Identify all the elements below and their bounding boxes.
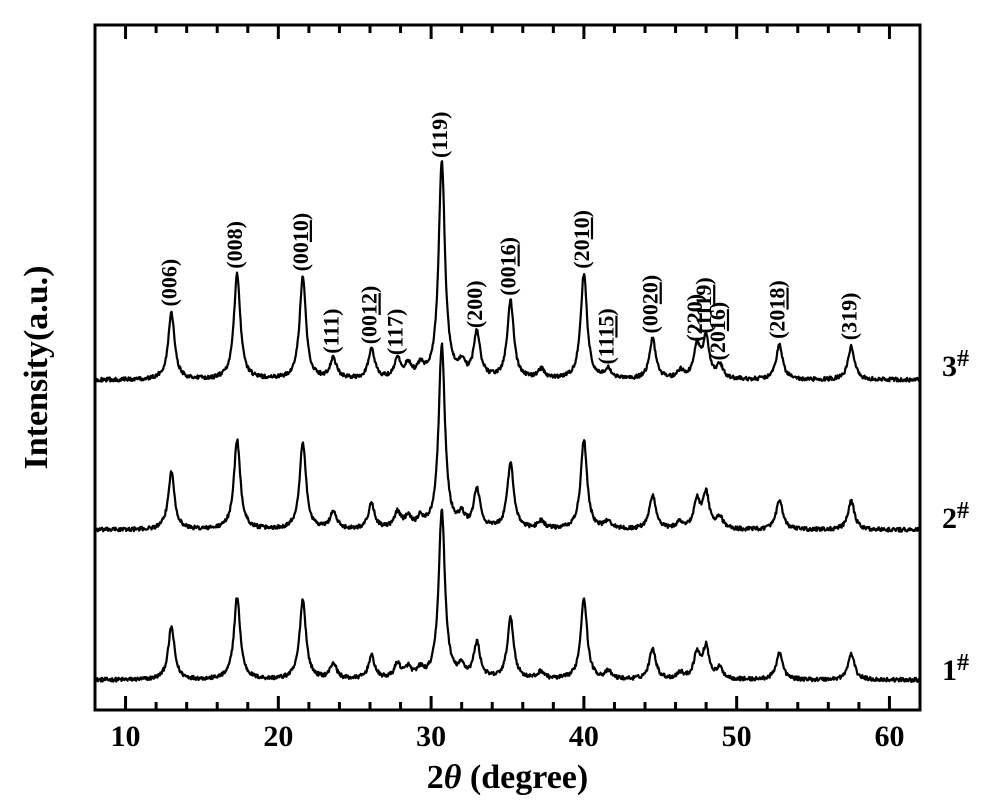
svg-text:(0012): (0012)	[357, 286, 382, 345]
svg-text:(0016): (0016)	[496, 237, 521, 296]
peak-label: (111)	[318, 309, 343, 354]
x-tick-label: 50	[722, 720, 752, 753]
chart-svg: 1020304050602θ (degree)Intensity(a.u.)1#…	[0, 0, 1000, 801]
peak-label: (119)	[427, 112, 452, 158]
svg-text:(111): (111)	[318, 309, 343, 354]
x-tick-label: 40	[569, 720, 599, 753]
peak-label: (2016)	[705, 302, 730, 361]
svg-text:(006): (006)	[156, 259, 181, 307]
peak-label: (0020)	[638, 275, 663, 334]
peak-label: (200)	[462, 280, 487, 328]
x-axis-label: 2θ (degree)	[427, 759, 588, 796]
x-tick-label: 10	[111, 720, 141, 753]
svg-text:(200): (200)	[462, 280, 487, 328]
svg-text:(008): (008)	[222, 221, 247, 269]
peak-label: (0012)	[357, 286, 382, 345]
svg-text:(0020): (0020)	[638, 275, 663, 334]
peak-label: (008)	[222, 221, 247, 269]
svg-text:(117): (117)	[383, 309, 408, 355]
svg-text:(2018): (2018)	[764, 280, 789, 339]
x-tick-label: 30	[416, 720, 446, 753]
peak-label: (319)	[836, 293, 861, 341]
peak-label: (006)	[156, 259, 181, 307]
peak-label: (117)	[383, 309, 408, 355]
peak-label: (2018)	[764, 280, 789, 339]
peak-label: (0010)	[288, 213, 313, 272]
peak-label: (2010)	[569, 210, 594, 269]
xrd-stack-chart: 1020304050602θ (degree)Intensity(a.u.)1#…	[0, 0, 1000, 801]
svg-text:(0010): (0010)	[288, 213, 313, 272]
x-tick-label: 20	[263, 720, 293, 753]
svg-text:(2010): (2010)	[569, 210, 594, 269]
svg-text:(1115): (1115)	[593, 308, 618, 364]
x-tick-label: 60	[874, 720, 904, 753]
y-axis-label: Intensity(a.u.)	[18, 265, 55, 469]
peak-label: (1115)	[593, 308, 618, 364]
svg-text:(2016): (2016)	[705, 302, 730, 361]
svg-text:(319): (319)	[836, 293, 861, 341]
svg-text:(119): (119)	[427, 112, 452, 158]
peak-label: (0016)	[496, 237, 521, 296]
